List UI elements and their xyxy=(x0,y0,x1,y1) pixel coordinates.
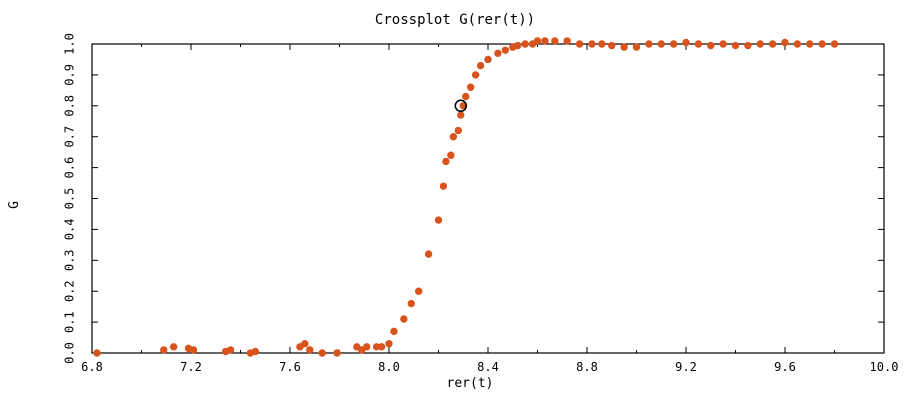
data-point xyxy=(251,347,260,356)
data-point xyxy=(598,40,606,48)
data-point xyxy=(449,133,458,141)
data-point xyxy=(93,349,101,357)
x-tick-label: 8.8 xyxy=(576,360,598,374)
data-point xyxy=(694,40,703,48)
data-point xyxy=(471,71,480,79)
data-point xyxy=(731,41,740,50)
data-point xyxy=(806,40,814,48)
x-tick-label: 7.2 xyxy=(180,360,202,374)
data-point xyxy=(793,40,802,48)
data-point xyxy=(756,40,764,48)
data-point xyxy=(682,38,690,47)
data-point xyxy=(575,40,584,48)
x-tick-label: 8.0 xyxy=(378,360,400,374)
y-tick-label: 1.0 xyxy=(63,33,77,55)
data-point xyxy=(189,346,198,354)
data-point xyxy=(306,346,314,354)
plot-area xyxy=(91,43,885,354)
data-point xyxy=(447,151,455,159)
data-point xyxy=(768,40,777,48)
y-tick-label: 0.1 xyxy=(63,311,77,333)
data-point xyxy=(434,216,443,224)
y-tick-label: 0.5 xyxy=(63,188,77,210)
data-point xyxy=(588,40,596,48)
y-axis-label: G xyxy=(7,201,22,209)
data-point xyxy=(707,41,715,50)
data-point xyxy=(501,46,510,54)
data-point xyxy=(830,40,839,48)
y-tick-label: 0.6 xyxy=(63,157,77,179)
data-point xyxy=(439,182,448,190)
x-tick-label: 9.6 xyxy=(774,360,796,374)
y-tick-label: 0.8 xyxy=(63,95,77,117)
data-point xyxy=(169,343,178,351)
x-tick-label: 9.2 xyxy=(675,360,697,374)
data-points xyxy=(93,37,839,357)
data-point xyxy=(318,349,326,357)
data-point xyxy=(415,287,423,295)
data-point xyxy=(466,83,475,91)
x-axis-label: rer(t) xyxy=(447,376,494,391)
data-point xyxy=(645,40,653,48)
axis-ticks: 6.8 7.2 7.6 8.0 8.4 8.8 9.2 9.6 10.0 0.0 0.1 0.2 0.3… xyxy=(63,33,899,374)
y-tick-label: 0.0 xyxy=(63,342,77,364)
y-tick-label: 0.7 xyxy=(63,126,77,148)
y-tick-label: 0.4 xyxy=(63,219,77,241)
data-point xyxy=(407,299,415,308)
data-point xyxy=(484,55,492,64)
x-tick-label: 7.6 xyxy=(279,360,301,374)
data-point xyxy=(719,40,727,48)
data-point xyxy=(563,37,571,45)
data-point xyxy=(454,126,462,135)
data-point xyxy=(377,343,386,351)
data-point xyxy=(744,41,752,50)
plot-frame xyxy=(91,43,885,354)
data-point xyxy=(541,37,549,45)
y-tick-label: 0.2 xyxy=(63,280,77,302)
highlight-point xyxy=(454,99,468,113)
data-point xyxy=(514,41,522,50)
x-tick-label: 8.4 xyxy=(477,360,499,374)
data-point xyxy=(457,111,465,119)
chart-title: Crossplot G(rer(t)) xyxy=(375,12,535,28)
data-point xyxy=(385,340,393,348)
data-point xyxy=(657,40,665,48)
x-tick-label: 10.0 xyxy=(870,360,899,374)
data-point xyxy=(160,346,168,354)
y-tick-label: 0.9 xyxy=(63,64,77,86)
x-tick-label: 6.8 xyxy=(81,360,103,374)
data-point xyxy=(632,43,641,51)
data-point xyxy=(551,37,559,45)
data-point xyxy=(781,38,789,47)
data-point xyxy=(226,346,235,354)
data-point xyxy=(400,315,408,323)
data-point xyxy=(462,92,470,101)
data-point xyxy=(424,250,433,258)
data-point xyxy=(521,40,529,48)
data-point xyxy=(608,41,616,50)
data-point xyxy=(442,157,450,166)
data-point xyxy=(363,343,371,351)
data-point xyxy=(390,327,398,336)
data-point xyxy=(301,340,309,348)
data-point xyxy=(818,40,826,48)
data-point xyxy=(669,40,678,48)
data-point xyxy=(620,43,628,51)
data-point xyxy=(533,37,542,45)
data-point xyxy=(333,349,341,357)
data-point xyxy=(494,49,502,57)
y-tick-label: 0.3 xyxy=(63,249,77,271)
data-point xyxy=(476,61,485,70)
